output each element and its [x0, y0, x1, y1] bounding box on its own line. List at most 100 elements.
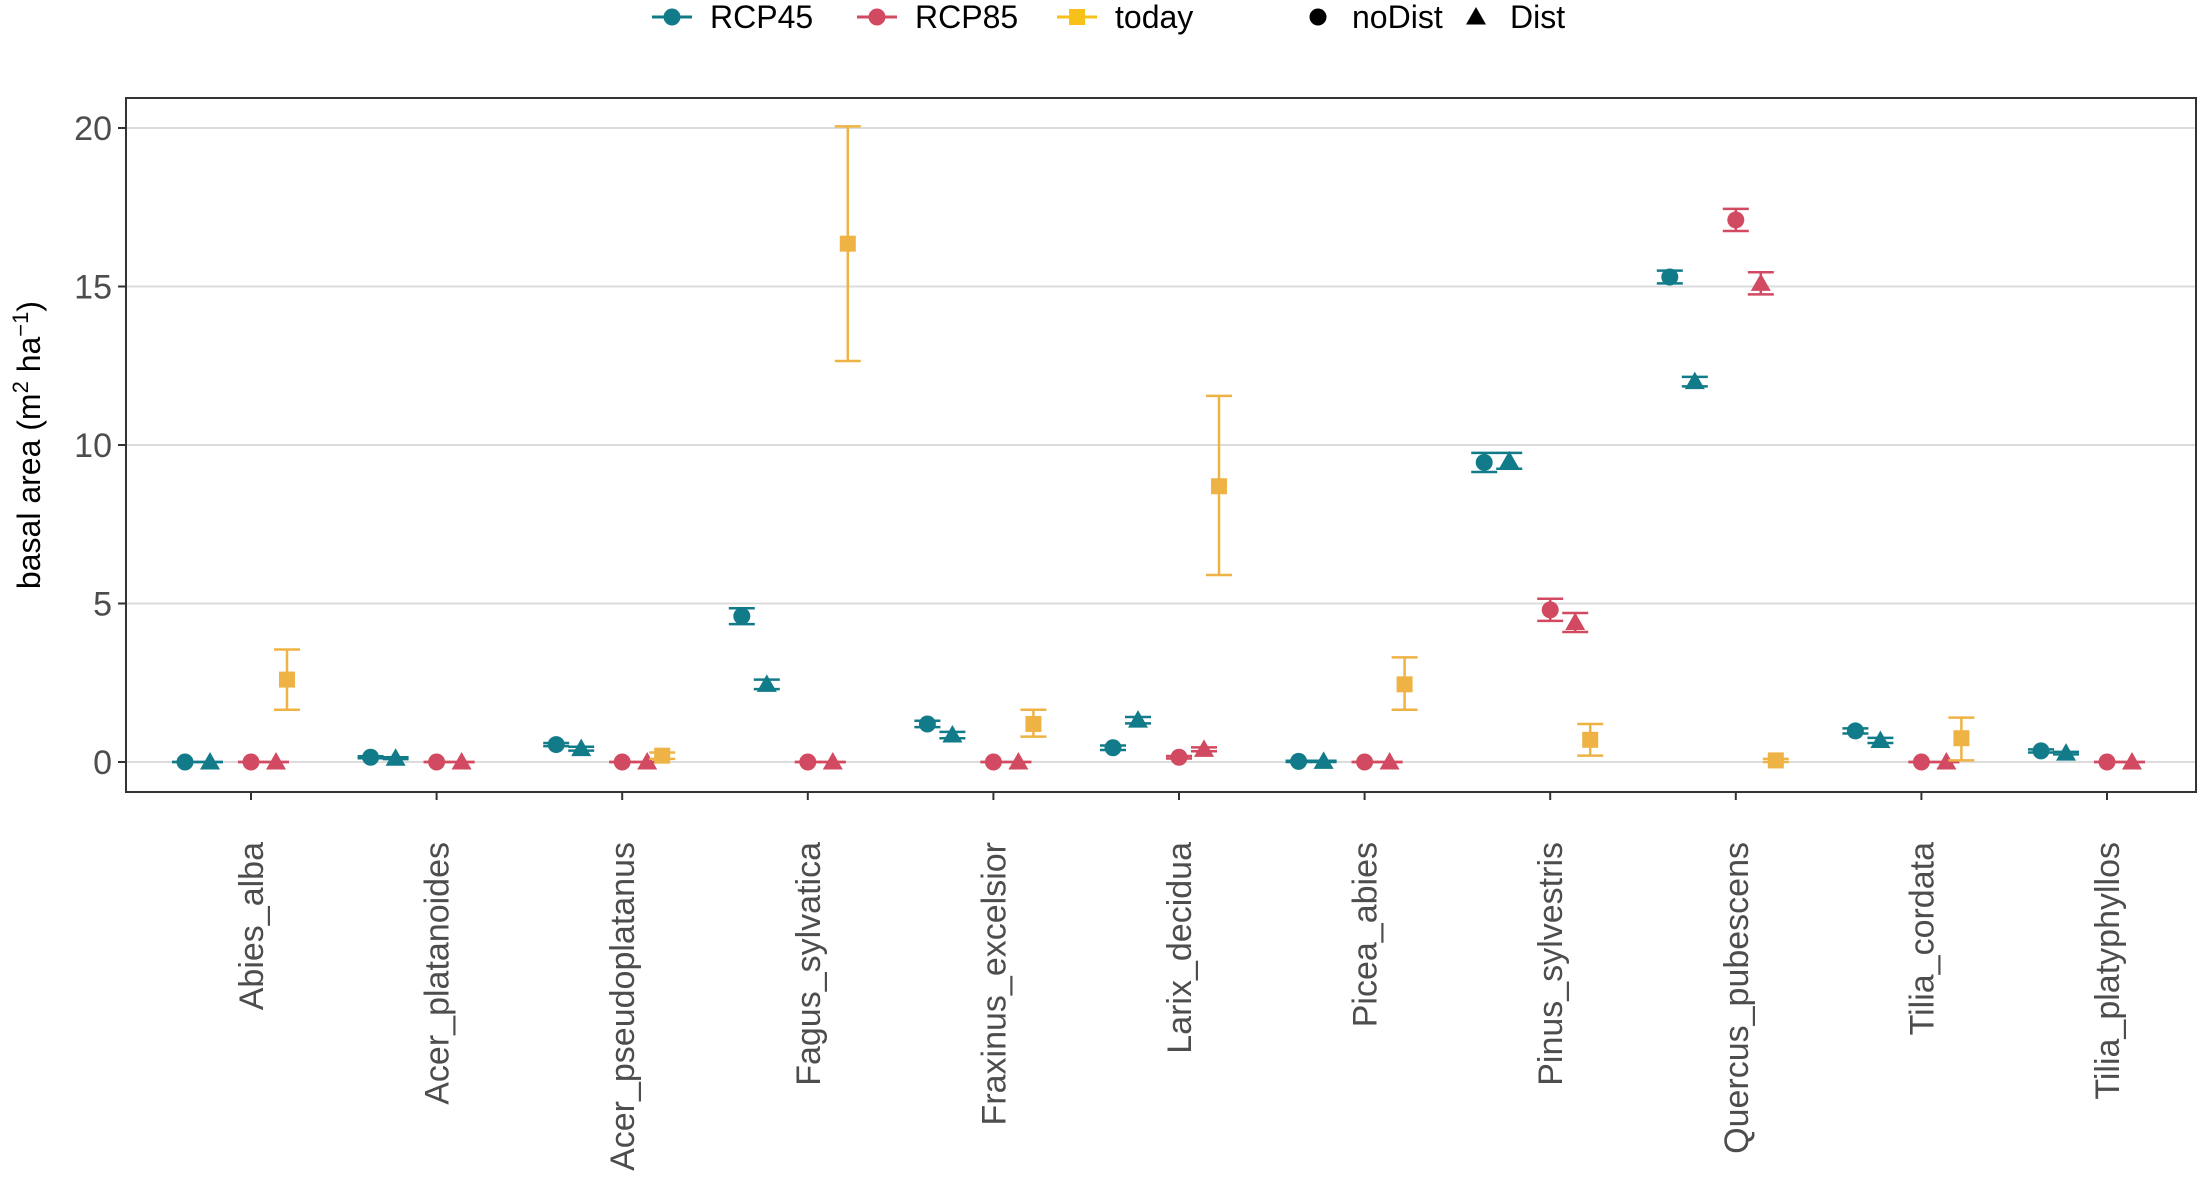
- x-tick-label: Pinus_sylvestris: [1532, 842, 1570, 1086]
- point-RCP45-Dist-Acer_pseudoplatanus: [571, 738, 592, 757]
- point-RCP45-noDist-Abies_alba: [176, 753, 194, 771]
- legend-label: RCP85: [915, 0, 1018, 35]
- legend-label: today: [1115, 0, 1193, 35]
- point-today-Pinus_sylvestris: [1582, 731, 1599, 748]
- legend-marker: [1466, 7, 1486, 25]
- legend-marker: [868, 8, 886, 26]
- point-RCP85-Dist-Acer_pseudoplatanus: [637, 752, 658, 770]
- point-RCP85-noDist-Quercus_pubescens: [1727, 211, 1745, 229]
- point-RCP85-Dist-Abies_alba: [266, 752, 286, 770]
- legend-item-noDist: noDist: [1309, 0, 1443, 35]
- point-RCP85-noDist-Larix_decidua: [1170, 748, 1188, 766]
- point-RCP85-noDist-Tilia_platyphyllos: [2098, 753, 2116, 771]
- series-RCP45-noDist: [172, 268, 2054, 771]
- point-RCP45-noDist-Fraxinus_excelsior: [918, 715, 936, 733]
- point-RCP45-noDist-Acer_platanoides: [362, 748, 380, 766]
- series-RCP85-Dist: [263, 270, 2145, 770]
- point-RCP85-noDist-Acer_pseudoplatanus: [613, 753, 631, 771]
- point-RCP45-noDist-Pinus_sylvestris: [1475, 453, 1493, 471]
- y-title-end: ): [11, 301, 47, 312]
- x-tick-label: Tilia_cordata: [1903, 842, 1941, 1035]
- point-RCP45-Dist-Larix_decidua: [1128, 710, 1148, 728]
- legend-item-Dist: Dist: [1466, 0, 1565, 35]
- y-axis-title: basal area (m2 ha−1): [8, 301, 47, 589]
- y-tick-label-15: 15: [74, 269, 112, 307]
- point-RCP85-Dist-Fagus_sylvatica: [822, 752, 843, 770]
- point-RCP45-noDist-Quercus_pubescens: [1661, 268, 1679, 286]
- point-RCP45-noDist-Acer_pseudoplatanus: [547, 736, 565, 754]
- point-today-Quercus_pubescens: [1767, 752, 1784, 769]
- point-RCP85-noDist-Abies_alba: [242, 753, 260, 771]
- legend-item-today: today: [1057, 0, 1193, 35]
- legend-marker: [1309, 8, 1327, 26]
- legend-label: noDist: [1352, 0, 1443, 35]
- point-RCP45-Dist-Pinus_sylvestris: [1499, 450, 1520, 469]
- point-RCP85-Dist-Acer_platanoides: [451, 752, 472, 770]
- y-title-main: basal area (m: [11, 393, 47, 589]
- point-RCP85-noDist-Fraxinus_excelsior: [984, 753, 1002, 771]
- point-RCP45-noDist-Tilia_platyphyllos: [2032, 742, 2050, 760]
- legend-marker: [1069, 9, 1085, 25]
- series-today: [274, 125, 1975, 769]
- point-RCP45-noDist-Tilia_cordata: [1846, 722, 1864, 740]
- point-RCP45-Dist-Tilia_platyphyllos: [2056, 743, 2076, 761]
- point-RCP85-Dist-Larix_decidua: [1194, 739, 1214, 757]
- series-RCP45-Dist: [197, 371, 2079, 770]
- x-tick-label: Fraxinus_excelsior: [975, 842, 1013, 1125]
- y-title-sup-2: 2: [8, 381, 33, 393]
- point-RCP85-Dist-Quercus_pubescens: [1750, 273, 1771, 291]
- series-RCP85-noDist: [238, 207, 2120, 771]
- data-marks: [172, 125, 2145, 771]
- point-RCP85-Dist-Pinus_sylvestris: [1565, 612, 1586, 631]
- point-RCP45-Dist-Acer_platanoides: [385, 748, 406, 766]
- point-RCP85-noDist-Tilia_cordata: [1912, 753, 1930, 771]
- point-today-Larix_decidua: [1211, 478, 1227, 495]
- point-today-Acer_pseudoplatanus: [654, 747, 671, 764]
- point-RCP85-Dist-Tilia_cordata: [1936, 752, 1957, 770]
- point-RCP45-Dist-Fraxinus_excelsior: [942, 725, 963, 743]
- point-today-Abies_alba: [279, 671, 295, 688]
- y-title-sup-minus1: −1: [8, 312, 33, 337]
- legend-item-RCP45: RCP45: [652, 0, 813, 35]
- point-today-Picea_abies: [1396, 676, 1413, 693]
- legend-label: RCP45: [710, 0, 813, 35]
- point-RCP45-Dist-Tilia_cordata: [1870, 730, 1891, 748]
- y-tick-label-0: 0: [93, 744, 112, 782]
- x-tick-label: Acer_pseudoplatanus: [604, 842, 642, 1171]
- x-tick-label: Picea_abies: [1347, 842, 1385, 1027]
- point-RCP85-noDist-Acer_platanoides: [428, 753, 446, 771]
- y-axis: 0 5 10 15 20: [74, 110, 126, 782]
- point-RCP45-Dist-Quercus_pubescens: [1684, 371, 1705, 390]
- x-axis: Abies_alba Acer_platanoides Acer_pseudopla…: [233, 792, 2127, 1171]
- point-RCP85-noDist-Fagus_sylvatica: [799, 753, 817, 771]
- point-RCP45-Dist-Abies_alba: [200, 752, 220, 770]
- point-RCP85-Dist-Picea_abies: [1379, 752, 1400, 770]
- legend: RCP45 RCP85 today noDist Dist: [652, 0, 1565, 35]
- point-RCP85-Dist-Tilia_platyphyllos: [2122, 752, 2142, 770]
- gridlines: [126, 127, 2196, 763]
- x-tick-label: Quercus_pubescens: [1718, 842, 1756, 1154]
- point-RCP85-Dist-Fraxinus_excelsior: [1008, 752, 1029, 770]
- legend-marker: [663, 8, 681, 26]
- legend-item-RCP85: RCP85: [857, 0, 1018, 35]
- x-tick-label: Fagus_sylvatica: [790, 842, 828, 1086]
- y-tick-label-10: 10: [74, 427, 112, 465]
- y-tick-label-20: 20: [74, 110, 112, 148]
- legend-label: Dist: [1510, 0, 1565, 35]
- y-tick-label-5: 5: [93, 586, 112, 624]
- point-RCP45-Dist-Picea_abies: [1313, 751, 1334, 769]
- point-RCP85-noDist-Picea_abies: [1356, 753, 1374, 771]
- point-RCP85-noDist-Pinus_sylvestris: [1541, 601, 1559, 619]
- point-RCP45-Dist-Fagus_sylvatica: [756, 674, 777, 692]
- y-title-mid: ha: [11, 336, 47, 381]
- point-RCP45-noDist-Picea_abies: [1290, 752, 1308, 770]
- x-tick-label: Abies_alba: [233, 842, 271, 1010]
- point-RCP45-noDist-Fagus_sylvatica: [733, 607, 751, 625]
- x-tick-label: Tilia_platyphyllos: [2089, 842, 2127, 1100]
- x-tick-label: Larix_decidua: [1161, 842, 1199, 1054]
- point-RCP45-noDist-Larix_decidua: [1104, 739, 1122, 757]
- x-tick-label: Acer_platanoides: [419, 842, 457, 1105]
- point-today-Fagus_sylvatica: [839, 235, 856, 252]
